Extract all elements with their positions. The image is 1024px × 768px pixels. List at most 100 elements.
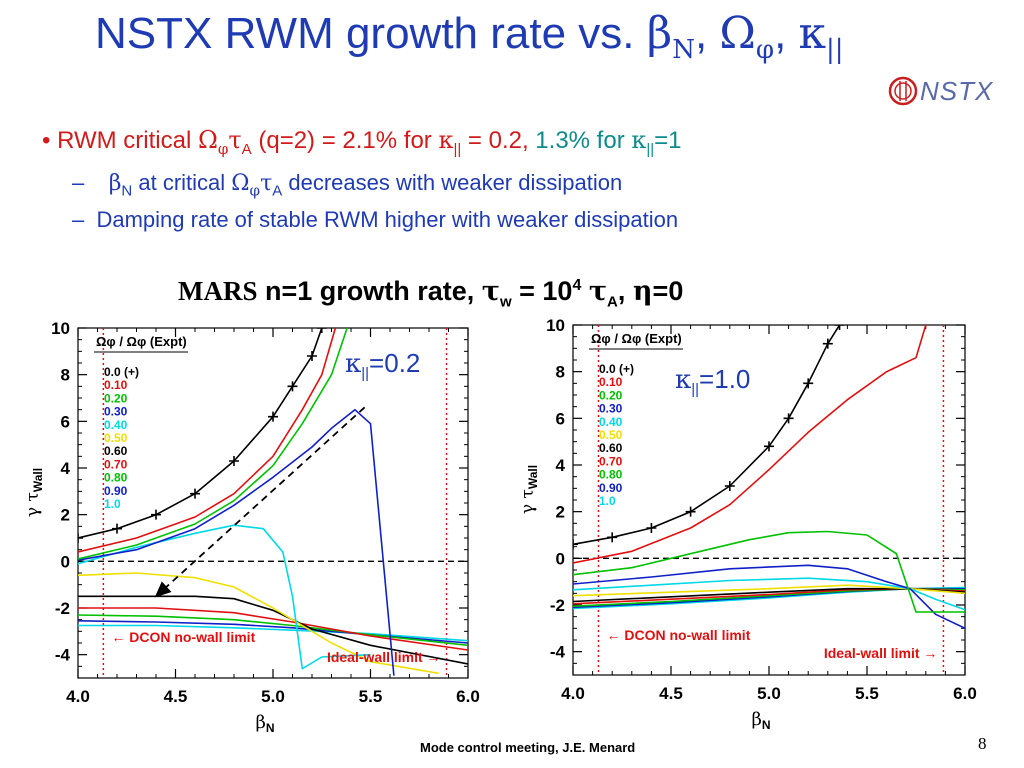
sub1-text-b: decreases with weaker dissipation	[282, 170, 623, 195]
plot-area	[573, 325, 965, 675]
y-tick-label: 2	[556, 503, 565, 522]
series-line	[78, 595, 468, 665]
title-omega-sub: φ	[755, 34, 775, 65]
legend-entry: 0.70	[104, 457, 128, 471]
mars-tau2: τ	[588, 276, 608, 307]
series-marker	[190, 488, 200, 499]
sub-bullet-1: – βN at critical ΩφτA decreases with wea…	[72, 170, 622, 199]
legend-entry: 0.50	[599, 428, 623, 442]
slide-title: NSTX RWM growth rate vs. βN, Ωφ, κ||	[95, 8, 844, 65]
legend-entry: 0.10	[104, 378, 128, 392]
legend-entry: 0.50	[104, 431, 128, 445]
x-tick-label: 4.5	[659, 684, 683, 703]
series-marker	[229, 456, 239, 466]
legend-entry: 0.40	[104, 418, 128, 432]
bullet-omega: Ω	[197, 126, 218, 154]
legend-entry: 0.0 (+)	[104, 365, 139, 379]
x-axis-label: βN	[255, 712, 274, 732]
legend-entry: 0.90	[104, 484, 128, 498]
chart-header: MARS n=1 growth rate, τw = 104 τA, η=0	[178, 276, 683, 310]
legend-entry: 0.30	[599, 402, 623, 416]
y-axis-label: γ τWall	[23, 468, 45, 517]
series-line	[78, 328, 337, 553]
legend-entry: 0.40	[599, 415, 623, 429]
y-tick-label: 4	[61, 459, 71, 478]
series-line	[78, 328, 348, 560]
dash: –	[72, 207, 85, 232]
y-tick-label: 8	[556, 363, 565, 382]
series-marker	[316, 328, 327, 333]
series-marker	[151, 509, 161, 520]
series-line	[573, 530, 965, 613]
series-marker	[724, 481, 735, 491]
mars-text-e: ,	[617, 276, 633, 306]
sub2-text: Damping rate of stable RWM higher with w…	[96, 207, 679, 232]
bullet-text-a: RWM critical	[57, 127, 198, 154]
ideal-wall-annotation: Ideal-wall limit →	[327, 649, 441, 665]
mars-text-c: = 10	[511, 276, 573, 306]
y-axis-label: γ τWall	[518, 465, 540, 514]
mars-w: w	[499, 293, 512, 311]
mars-A: A	[607, 293, 618, 311]
panel-label: κ||=1.0	[675, 364, 750, 398]
plot-frame	[572, 324, 966, 676]
dash: –	[72, 170, 85, 195]
y-tick-label: -2	[550, 596, 565, 615]
series-marker	[287, 381, 298, 392]
mars-eta: η	[632, 276, 653, 307]
legend-entry: 0.70	[599, 454, 623, 468]
mars-tau: τ	[481, 276, 500, 307]
bullet-par2: ||	[646, 140, 655, 158]
chart-kappa-1.0: -4 -2 0 2 4 6 8 10 4.0 4.5 5.0 5.5 6.0 βN γ τWall Ωφ / …	[518, 316, 977, 732]
mars-exp: 4	[572, 277, 582, 294]
series-marker	[78, 533, 83, 543]
legend-entry: 0.60	[599, 441, 623, 455]
mars-text-d	[581, 276, 589, 306]
bullet-kappa2: κ	[631, 126, 647, 154]
legend-entry: 0.80	[599, 468, 623, 482]
sub-bullet-2: – Damping rate of stable RWM higher with…	[72, 207, 678, 233]
legend-entry: 0.30	[104, 405, 128, 419]
title-text: NSTX RWM growth rate vs.	[95, 9, 647, 58]
legend-entry: 0.60	[104, 444, 128, 458]
y-tick-label: -4	[55, 646, 71, 665]
legend-entry: 0.20	[104, 391, 128, 405]
x-tick-label: 4.0	[561, 684, 585, 703]
legend-title: Ωφ / Ωφ (Expt)	[591, 331, 682, 346]
legend-title: Ωφ / Ωφ (Expt)	[96, 334, 187, 349]
bullet-teal: 1.3% for κ||=1	[528, 126, 681, 158]
nstx-logo-icon	[888, 76, 918, 106]
logo-text: NSTX	[920, 75, 994, 106]
series-line	[573, 564, 965, 630]
y-tick-label: 0	[61, 552, 70, 571]
trend-arrow	[154, 406, 366, 598]
x-axis-label: βN	[751, 709, 770, 732]
bullet-kappa: κ	[438, 126, 454, 154]
x-tick-label: 6.0	[456, 687, 480, 706]
title-beta: β	[646, 8, 673, 59]
ideal-wall-annotation: Ideal-wall limit →	[824, 645, 938, 661]
series-line	[78, 607, 468, 651]
x-tick-label: 5.0	[261, 687, 285, 706]
series-marker	[685, 506, 696, 517]
series-marker	[822, 338, 833, 349]
x-tick-label: 6.0	[953, 684, 977, 703]
legend-entry: 0.90	[599, 481, 623, 495]
legend-entry: 1.0	[104, 497, 121, 511]
sub1-beta: β	[108, 171, 122, 196]
bullet-main: • RWM critical ΩφτA (q=2) = 2.1% for κ||…	[42, 126, 682, 158]
series-marker	[764, 441, 774, 452]
series-line	[78, 524, 371, 670]
bullet-text-d: 1.3% for	[528, 127, 632, 154]
sub1-omega: Ω	[231, 171, 250, 196]
mars-text-f: =0	[652, 276, 684, 306]
series-marker	[268, 411, 278, 422]
x-tick-label: 5.5	[359, 687, 383, 706]
series-marker	[307, 351, 317, 361]
bullet-A: A	[241, 140, 252, 158]
series-line	[78, 408, 395, 676]
series-marker	[803, 378, 814, 389]
series-line	[573, 584, 965, 597]
title-omega: Ω	[719, 8, 756, 59]
x-tick-label: 5.0	[757, 684, 781, 703]
